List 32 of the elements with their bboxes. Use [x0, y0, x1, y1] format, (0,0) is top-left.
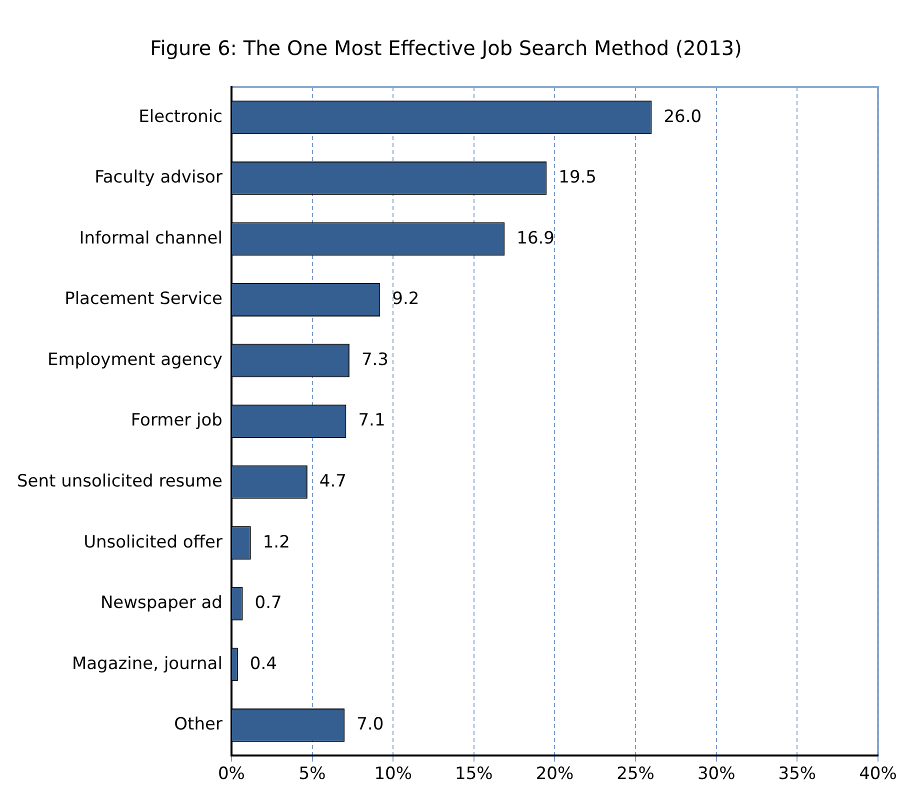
data-label: 7.1: [358, 410, 386, 431]
x-tick-label: 30%: [697, 764, 736, 784]
x-tick-label: 25%: [616, 764, 654, 784]
y-tick-label: Placement Service: [64, 289, 222, 310]
data-label: 16.9: [516, 228, 554, 248]
x-tick-label: 20%: [536, 764, 574, 784]
y-tick-label: Sent unsolicited resume: [16, 472, 222, 492]
y-tick-label: Employment agency: [47, 350, 222, 370]
y-tick-label: Unsolicited offer: [84, 532, 222, 552]
data-label: 0.4: [250, 654, 277, 674]
y-tick-label: Former job: [130, 410, 222, 431]
x-tick-label: 40%: [859, 764, 897, 784]
x-tick-label: 35%: [778, 764, 816, 784]
x-tick-label: 10%: [374, 764, 412, 784]
y-tick-label: Electronic: [138, 106, 222, 127]
data-label: 4.7: [319, 472, 346, 492]
y-tick-label: Newspaper ad: [100, 593, 222, 614]
chart-title: Figure 6: The One Most Effective Job Search Method (2013): [150, 36, 742, 60]
y-tick-label: Faculty advisor: [94, 168, 222, 188]
data-label: 19.5: [558, 168, 597, 188]
y-tick-label: Magazine, journal: [72, 654, 222, 674]
data-label: 26.0: [664, 106, 702, 127]
data-label: 0.7: [254, 593, 282, 614]
data-label: 1.2: [262, 532, 290, 552]
x-tick-label: 5%: [298, 764, 326, 784]
data-label: 7.3: [361, 350, 388, 370]
y-tick-label: Informal channel: [79, 228, 222, 248]
x-tick-label: 0%: [218, 764, 245, 784]
data-label: 9.2: [392, 289, 420, 310]
x-tick-label: 15%: [455, 764, 493, 784]
data-label: 7.0: [356, 714, 384, 735]
y-tick-label: Other: [174, 714, 222, 735]
